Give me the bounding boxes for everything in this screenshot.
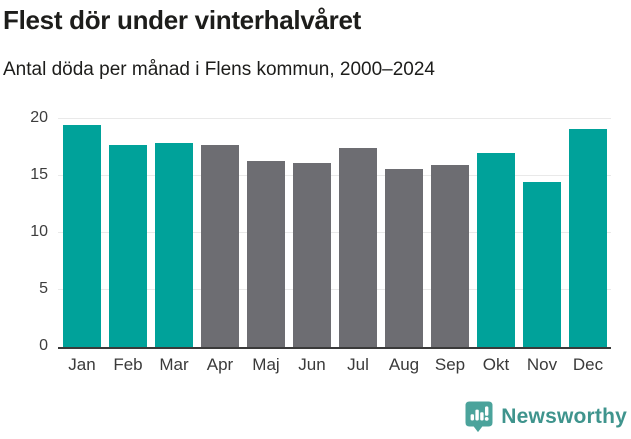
x-axis-label-maj: Maj (252, 355, 280, 374)
chart-plot (58, 118, 611, 349)
x-axis-label-mar: Mar (159, 355, 189, 374)
bar-okt (477, 153, 515, 347)
bars (58, 119, 611, 347)
bar-jul (339, 147, 377, 347)
x-axis-label-nov: Nov (526, 355, 558, 374)
footer-brand: Newsworthy (464, 400, 627, 433)
y-tick-label: 10 (30, 223, 48, 240)
gridline (58, 118, 611, 119)
bar-mar (155, 142, 193, 347)
gridline (58, 289, 611, 290)
bar-jun (293, 163, 331, 347)
y-tick-label: 20 (30, 109, 48, 126)
bar-apr (201, 145, 239, 347)
y-axis: 0 5 10 15 20 (0, 109, 48, 354)
y-tick-label: 0 (39, 337, 48, 354)
brand-name: Newsworthy (501, 404, 627, 428)
x-axis-label-dec: Dec (572, 355, 604, 374)
page-title: Flest dör under vinterhalvåret (3, 5, 361, 35)
gridline (58, 175, 611, 176)
bar-jan (63, 124, 101, 347)
y-tick-label: 5 (39, 280, 48, 297)
bar-feb (109, 145, 147, 347)
x-axis-label-sep: Sep (434, 355, 466, 374)
x-axis-labels: Jan Feb Mar Apr Maj Jun Jul Aug Sep Okt Nov Dec (58, 355, 616, 375)
bar-nov (523, 181, 561, 347)
gridline (58, 232, 611, 233)
page-subtitle: Antal döda per månad i Flens kommun, 200… (3, 59, 435, 80)
x-axis-label-jan: Jan (68, 355, 96, 374)
x-axis-label-okt: Okt (482, 355, 510, 374)
bar-maj (247, 161, 285, 347)
x-axis-label-apr: Apr (206, 355, 234, 374)
x-axis-label-jul: Jul (347, 355, 369, 374)
y-tick-label: 15 (30, 166, 48, 183)
bar-sep (431, 164, 469, 347)
x-axis-label-feb: Feb (113, 355, 143, 374)
bar-dec (569, 129, 607, 347)
x-axis-label-aug: Aug (388, 355, 420, 374)
bar-aug (385, 169, 423, 347)
newsworthy-logo-icon (465, 401, 493, 433)
x-axis-label-jun: Jun (298, 355, 326, 374)
